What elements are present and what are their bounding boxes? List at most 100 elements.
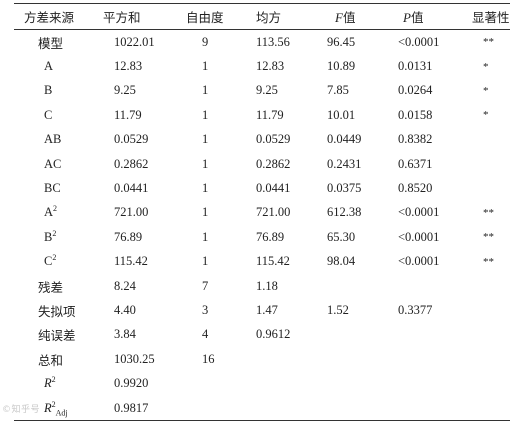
cell-p-value: 0.8382 (398, 132, 433, 147)
table-row: R2 0.9920 (14, 371, 510, 395)
cell-p-value: 0.0158 (398, 107, 433, 122)
header-f-value: F值 (315, 3, 381, 30)
cell-mean-square: 721.00 (256, 205, 291, 220)
cell-source: B (44, 83, 53, 98)
cell-mean-square: 76.89 (256, 229, 285, 244)
cell-source: 纯误差 (38, 328, 76, 344)
cell-sum-of-squares: 9.25 (114, 83, 136, 98)
cell-significance (458, 347, 510, 371)
cell-p-value: 0.8520 (398, 181, 433, 196)
header-p-value: P值 (381, 3, 458, 30)
cell-significance (458, 274, 510, 298)
cell-sum-of-squares: 11.79 (114, 107, 142, 122)
cell-sum-of-squares: 0.0529 (114, 132, 149, 147)
cell-sum-of-squares: 3.84 (114, 327, 136, 342)
cell-p-value (381, 371, 458, 395)
cell-significance: * (483, 109, 489, 122)
cell-significance (458, 395, 510, 422)
cell-p-value (381, 274, 458, 298)
cell-degrees-of-freedom: 1 (202, 205, 209, 220)
cell-degrees-of-freedom: 9 (202, 34, 209, 49)
cell-sum-of-squares: 76.89 (114, 229, 143, 244)
cell-sum-of-squares: 0.9920 (114, 376, 149, 391)
cell-mean-square: 0.2862 (256, 156, 291, 171)
table-row: C 11.79 1 11.79 10.01 0.0158 * (14, 103, 510, 127)
cell-degrees-of-freedom: 1 (202, 181, 209, 196)
table-row: 纯误差 3.84 4 0.9612 (14, 323, 510, 347)
cell-significance (458, 323, 510, 347)
cell-sum-of-squares: 0.2862 (114, 156, 149, 171)
cell-source: 模型 (38, 35, 64, 51)
cell-mean-square: 1.18 (256, 278, 278, 293)
cell-significance (458, 371, 510, 395)
cell-degrees-of-freedom (168, 395, 242, 422)
cell-degrees-of-freedom: 1 (202, 83, 209, 98)
cell-f-value: 10.89 (327, 59, 356, 74)
header-row: 方差来源 平方和 自由度 均方 F值 P值 显著性 (14, 3, 510, 30)
cell-significance (458, 152, 510, 176)
table-row: A 12.83 1 12.83 10.89 0.0131 * (14, 54, 510, 78)
cell-p-value: <0.0001 (398, 34, 440, 49)
cell-degrees-of-freedom: 1 (202, 229, 209, 244)
table-row: 残差 8.24 7 1.18 (14, 274, 510, 298)
cell-f-value: 0.2431 (327, 156, 362, 171)
cell-f-value: 612.38 (327, 205, 362, 220)
cell-degrees-of-freedom: 1 (202, 59, 209, 74)
cell-significance: ** (483, 36, 494, 49)
watermark: ©知乎号 (2, 405, 41, 415)
table-body: 模型 1022.01 9 113.56 96.45 <0.0001 ** A 12.83 1 12.… (14, 30, 510, 422)
cell-degrees-of-freedom (168, 371, 242, 395)
cell-p-value: 0.0264 (398, 83, 433, 98)
header-source: 方差来源 (14, 3, 83, 30)
table-row: AB 0.0529 1 0.0529 0.0449 0.8382 (14, 128, 510, 152)
cell-significance: ** (483, 231, 494, 244)
cell-source: C (44, 107, 53, 122)
cell-f-value: 0.0449 (327, 132, 362, 147)
table-row: 模型 1022.01 9 113.56 96.45 <0.0001 ** (14, 30, 510, 55)
cell-f-value (315, 323, 381, 347)
table-row: C2 115.42 1 115.42 98.04 <0.0001 ** (14, 250, 510, 274)
cell-f-value: 98.04 (327, 254, 356, 269)
table-row: B 9.25 1 9.25 7.85 0.0264 * (14, 79, 510, 103)
table-header: 方差来源 平方和 自由度 均方 F值 P值 显著性 (14, 3, 510, 30)
cell-p-value: <0.0001 (398, 205, 440, 220)
cell-source: R2 (44, 375, 56, 391)
cell-sum-of-squares: 0.0441 (114, 181, 149, 196)
cell-mean-square: 113.56 (256, 34, 290, 49)
cell-f-value: 10.01 (327, 107, 356, 122)
cell-mean-square: 12.83 (256, 59, 285, 74)
header-significance: 显著性 (458, 3, 510, 30)
cell-source: AB (44, 132, 62, 147)
cell-mean-square: 1.47 (256, 302, 278, 317)
table-row: BC 0.0441 1 0.0441 0.0375 0.8520 (14, 176, 510, 200)
table-row: AC 0.2862 1 0.2862 0.2431 0.6371 (14, 152, 510, 176)
cell-source: R2Adj (14, 395, 83, 422)
cell-mean-square: 0.9612 (256, 327, 291, 342)
cell-sum-of-squares: 12.83 (114, 59, 143, 74)
cell-p-value: 0.6371 (398, 156, 433, 171)
cell-p-value (381, 347, 458, 371)
anova-table: 方差来源 平方和 自由度 均方 F值 P值 显著性 模型 1022.01 9 113.… (14, 3, 510, 422)
cell-source: B2 (44, 228, 57, 244)
cell-sum-of-squares: 0.9817 (83, 395, 168, 422)
cell-source: A2 (44, 204, 58, 220)
cell-sum-of-squares: 115.42 (114, 254, 148, 269)
cell-degrees-of-freedom: 16 (202, 351, 215, 366)
cell-mean-square (242, 371, 315, 395)
cell-significance: ** (483, 206, 494, 219)
cell-f-value (315, 347, 381, 371)
cell-significance (458, 298, 510, 322)
cell-degrees-of-freedom: 1 (202, 107, 209, 122)
cell-mean-square: 115.42 (256, 254, 290, 269)
header-mean-square: 均方 (242, 3, 315, 30)
cell-source: 残差 (38, 279, 64, 295)
cell-f-value: 1.52 (327, 302, 349, 317)
cell-source: BC (44, 181, 61, 196)
cell-source: 失拟项 (38, 303, 76, 319)
cell-f-value (315, 371, 381, 395)
cell-mean-square: 0.0529 (256, 132, 291, 147)
header-degrees-of-freedom: 自由度 (168, 3, 242, 30)
table-row: R2Adj 0.9817 (14, 395, 510, 422)
cell-source: C2 (44, 253, 57, 269)
cell-p-value (381, 323, 458, 347)
